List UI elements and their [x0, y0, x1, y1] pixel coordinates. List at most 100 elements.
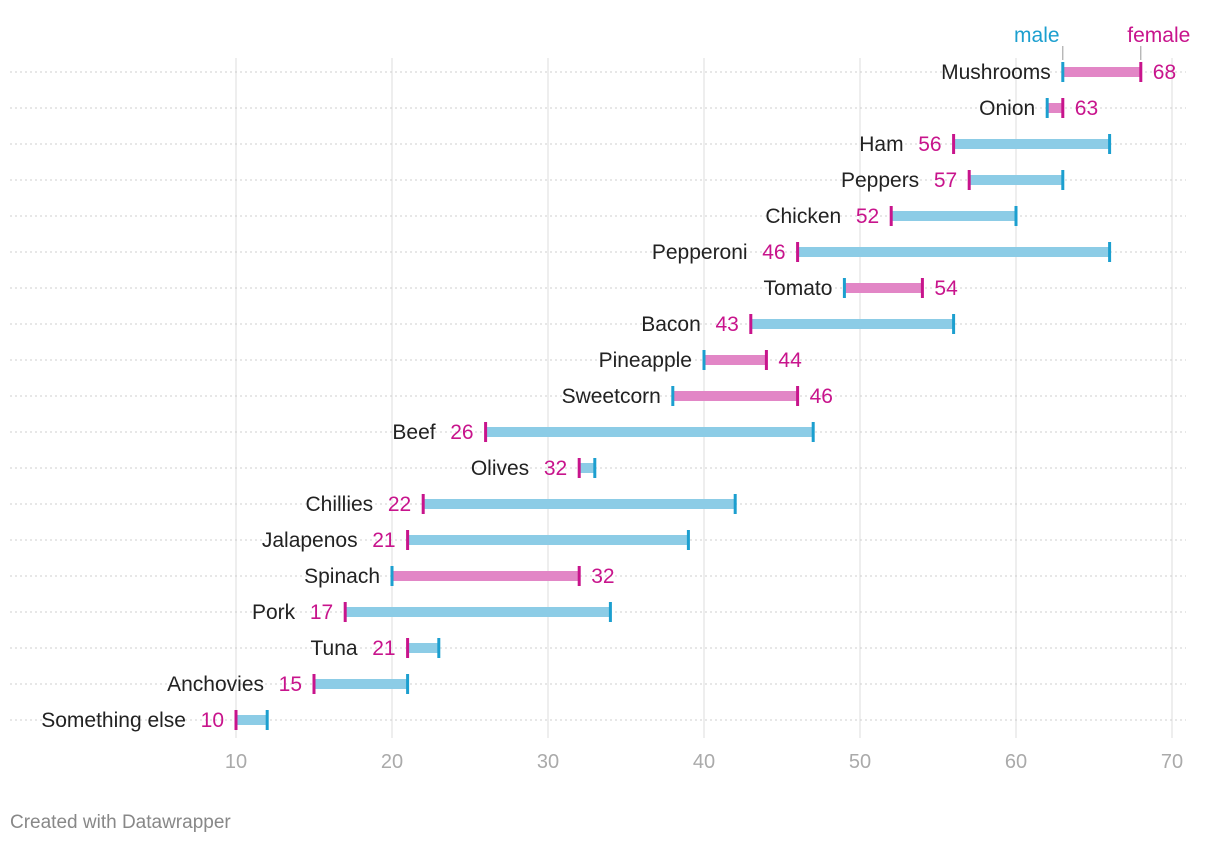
range-bar	[1062, 67, 1141, 77]
range-bar	[423, 499, 736, 509]
category-label: Peppers	[841, 169, 919, 192]
female-marker	[952, 134, 956, 154]
category-label: Beef	[392, 421, 435, 444]
category-label: Something else	[41, 709, 186, 732]
category-label: Spinach	[304, 565, 380, 588]
legend-male: male	[1014, 24, 1060, 47]
female-value-label: 46	[762, 241, 785, 264]
range-bar	[314, 679, 408, 689]
range-bar	[407, 643, 439, 653]
female-value-label: 57	[934, 169, 957, 192]
female-marker	[749, 314, 753, 334]
x-tick-label: 40	[693, 751, 715, 773]
category-label: Jalapenos	[262, 529, 358, 552]
female-marker	[764, 350, 768, 370]
x-tick-label: 20	[381, 751, 403, 773]
range-bar	[672, 391, 798, 401]
male-marker	[733, 494, 737, 514]
range-bar	[485, 427, 814, 437]
male-marker	[593, 458, 597, 478]
male-marker	[1108, 134, 1112, 154]
female-marker	[406, 530, 410, 550]
range-bar	[750, 319, 954, 329]
female-marker	[967, 170, 971, 190]
category-label: Bacon	[641, 313, 701, 336]
male-marker	[1014, 206, 1018, 226]
range-bar	[236, 715, 268, 725]
male-marker	[952, 314, 956, 334]
female-value-label: 44	[778, 349, 802, 372]
female-value-label: 32	[591, 565, 614, 588]
female-marker	[1139, 62, 1143, 82]
x-tick-label: 10	[225, 751, 247, 773]
female-marker	[421, 494, 425, 514]
category-label: Olives	[471, 457, 529, 480]
female-marker	[577, 458, 581, 478]
female-value-label: 46	[810, 385, 833, 408]
category-label: Tuna	[311, 637, 358, 660]
female-value-label: 52	[856, 205, 879, 228]
male-marker	[1108, 242, 1112, 262]
x-tick-label: 30	[537, 751, 559, 773]
range-bar	[953, 139, 1110, 149]
female-value-label: 63	[1075, 97, 1098, 120]
category-label: Ham	[859, 133, 903, 156]
female-value-label: 43	[715, 313, 738, 336]
x-tick-label: 60	[1005, 751, 1027, 773]
female-value-label: 22	[388, 493, 411, 516]
female-value-label: 56	[918, 133, 941, 156]
range-bar	[579, 463, 595, 473]
credit-footer[interactable]: Created with Datawrapper	[10, 812, 231, 833]
category-label: Sweetcorn	[562, 385, 661, 408]
female-value-label: 15	[279, 673, 302, 696]
male-marker	[608, 602, 612, 622]
x-tick-label: 50	[849, 751, 871, 773]
male-marker	[406, 674, 410, 694]
male-marker	[1045, 98, 1049, 118]
range-bar	[1047, 103, 1063, 113]
range-bar	[844, 283, 923, 293]
x-tick-label: 70	[1161, 751, 1183, 773]
female-marker	[343, 602, 347, 622]
category-label: Chillies	[306, 493, 374, 516]
category-label: Pork	[252, 601, 296, 624]
female-marker	[312, 674, 316, 694]
range-bar	[392, 571, 580, 581]
legend-female: female	[1127, 24, 1190, 47]
female-marker	[796, 386, 800, 406]
male-marker	[686, 530, 690, 550]
range-bar	[969, 175, 1063, 185]
female-value-label: 32	[544, 457, 567, 480]
range-bar	[345, 607, 611, 617]
female-value-label: 26	[450, 421, 473, 444]
female-value-label: 17	[310, 601, 333, 624]
female-marker	[889, 206, 893, 226]
female-marker	[406, 638, 410, 658]
male-marker	[390, 566, 394, 586]
category-label: Tomato	[764, 277, 833, 300]
category-label: Onion	[979, 97, 1035, 120]
range-bar	[891, 211, 1016, 221]
male-marker	[1061, 170, 1065, 190]
female-marker	[234, 710, 238, 730]
female-value-label: 10	[201, 709, 224, 732]
range-bar	[407, 535, 689, 545]
category-label: Pineapple	[599, 349, 692, 372]
range-bar	[704, 355, 767, 365]
category-label: Pepperoni	[652, 241, 748, 264]
male-marker	[1061, 62, 1065, 82]
range-chart: 10 20 30 40 50 60 70 68 Mushrooms 63 Onion 56 Ham 57 P…	[10, 24, 1190, 773]
female-value-label: 54	[934, 277, 958, 300]
female-value-label: 68	[1153, 61, 1176, 84]
male-marker	[811, 422, 815, 442]
category-label: Mushrooms	[941, 61, 1051, 84]
male-marker	[702, 350, 706, 370]
female-marker	[920, 278, 924, 298]
female-value-label: 21	[372, 529, 395, 552]
male-marker	[671, 386, 675, 406]
male-marker	[842, 278, 846, 298]
male-marker	[437, 638, 441, 658]
male-marker	[265, 710, 269, 730]
category-label: Anchovies	[167, 673, 264, 696]
category-label: Chicken	[765, 205, 841, 228]
